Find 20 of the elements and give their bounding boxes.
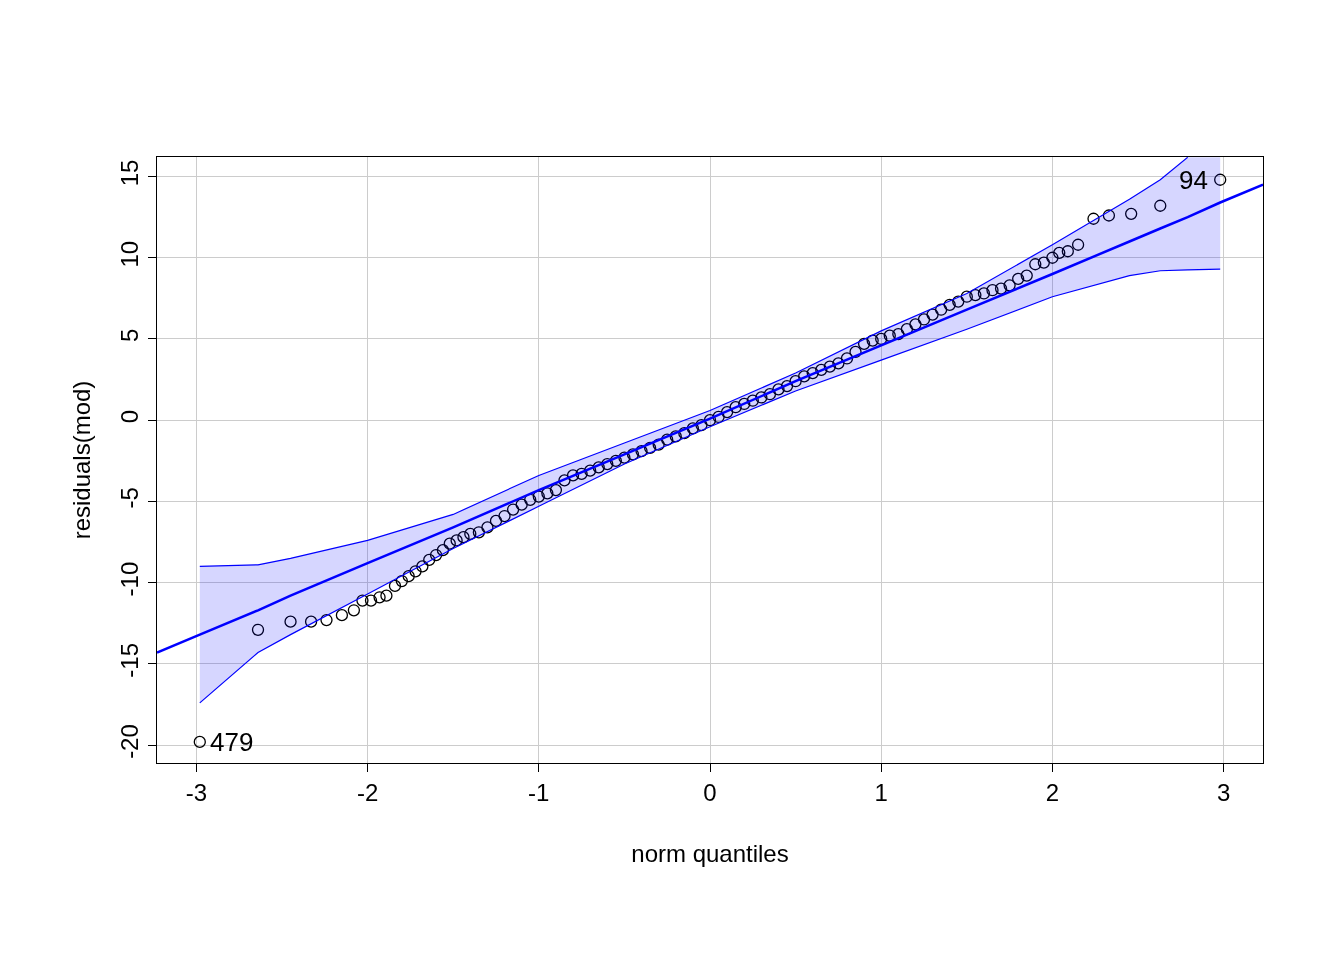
y-tick-label: 10 (116, 240, 144, 268)
y-tick-label: -20 (116, 724, 144, 759)
x-tick-label: 2 (1045, 778, 1060, 806)
x-tick-label: -3 (185, 778, 208, 806)
x-tick-label: 1 (874, 778, 888, 806)
x-tick-label: -1 (528, 778, 550, 806)
y-tick-label: -10 (116, 561, 144, 597)
annotation: 94 (1179, 165, 1208, 195)
y-tick-label: 5 (116, 328, 144, 343)
x-tick-label: 0 (703, 778, 717, 806)
y-axis-title: residuals(mod) (68, 380, 96, 540)
x-axis-title: norm quantiles (631, 840, 789, 868)
x-tick-label: 3 (1216, 778, 1231, 806)
y-tick-label: 0 (116, 409, 144, 424)
y-tick-label: 15 (116, 159, 144, 187)
y-tick-label: -15 (116, 642, 144, 678)
x-tick-label: -2 (356, 778, 379, 806)
annotation: 479 (210, 727, 254, 757)
line-series (199, 268, 1221, 704)
y-tick-label: -5 (116, 487, 144, 509)
